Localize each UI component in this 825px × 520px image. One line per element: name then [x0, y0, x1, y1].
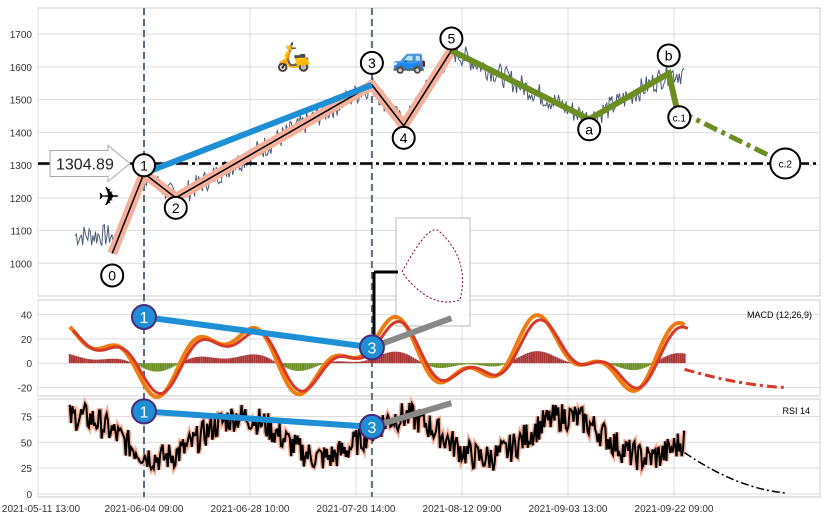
wave-label: 4: [400, 130, 408, 146]
indicator-marker-circle: [358, 334, 385, 361]
x-tick-label: 2021-09-03 13:00: [529, 504, 608, 515]
x-tick-label: 2021-06-04 09:00: [105, 504, 184, 515]
wave-label: 2: [172, 200, 180, 216]
y-tick-label: 1000: [10, 259, 33, 270]
car-icon: 🚙: [392, 43, 427, 75]
indicator-marker-circle: [358, 413, 385, 440]
wave-label-circle: [132, 153, 156, 178]
indicator-marker-label: 1: [140, 310, 149, 327]
wave-label-circle: [577, 117, 602, 142]
projection-wave-line: [678, 109, 787, 166]
rsi-projection: [684, 452, 786, 494]
y-tick-label: 0: [26, 490, 32, 501]
wave-label: 5: [448, 31, 456, 47]
indicator-divergence-line: [371, 400, 453, 430]
wave-label-circle: [769, 147, 802, 180]
y-tick-label: 1400: [10, 128, 33, 139]
wave-label: 3: [368, 55, 376, 71]
y-tick-label: 1200: [10, 194, 33, 205]
y-tick-label: -20: [18, 383, 33, 394]
wave-label: a: [585, 121, 593, 137]
indicator-divergence-line: [370, 315, 453, 351]
roller-coaster-track: [401, 229, 463, 303]
wave-label-circle: [439, 26, 464, 51]
indicator-marker-label: 1: [140, 404, 149, 421]
connector-line: [372, 270, 398, 345]
x-tick-label: 2021-08-12 09:00: [423, 504, 502, 515]
price-level-callout: [49, 144, 131, 183]
y-tick-label: 1600: [10, 63, 33, 74]
x-tick-label: 2021-06-28 10:00: [211, 504, 290, 515]
y-tick-label: 75: [21, 413, 33, 424]
y-tick-label: 50: [21, 438, 33, 449]
y-tick-label: 1700: [10, 30, 33, 41]
y-tick-label: 1500: [10, 96, 33, 107]
y-tick-label: 20: [21, 335, 33, 346]
corrective-wave-line: [450, 47, 683, 123]
wave-label: 1: [140, 157, 148, 173]
x-tick-label: 2021-05-11 13:00: [2, 504, 81, 515]
airplane-icon: ✈: [98, 181, 120, 211]
wave-label-circle: [163, 195, 188, 220]
indicator-trend-line: [143, 314, 373, 351]
rsi-title: RSI 14: [782, 406, 810, 416]
price-level-label: 1304.89: [56, 156, 114, 173]
y-tick-label: 25: [21, 464, 33, 475]
indicator-marker-label: 3: [367, 420, 376, 437]
wave-label-circle: [667, 105, 692, 130]
x-tick-label: 2021-07-20 14:00: [317, 504, 396, 515]
roller-coaster-icon: [395, 217, 471, 327]
wave-label-circle: [391, 125, 416, 150]
wave-label: b: [665, 47, 673, 63]
y-tick-label: 1100: [10, 227, 32, 238]
indicator-marker-circle: [131, 304, 157, 331]
indicator-marker-label: 3: [367, 340, 376, 357]
macd-title: MACD (12,26,9): [747, 310, 812, 320]
wave-label-circle: [359, 50, 384, 75]
indicator-marker-circle: [131, 398, 157, 425]
y-tick-label: 0: [26, 359, 32, 370]
x-tick-label: 2021-09-22 09:00: [635, 504, 714, 515]
y-tick-label: 40: [21, 311, 33, 322]
indicator-trend-line: [143, 408, 373, 430]
macd-projection: [684, 367, 786, 389]
wave-label-circle: [100, 263, 125, 288]
trend-line-1-3: [142, 82, 373, 177]
y-tick-label: 1300: [10, 161, 33, 172]
wave-label: 0: [108, 267, 116, 283]
wave-label: c.2: [779, 159, 793, 170]
wave-label: c.1: [673, 113, 687, 124]
impulse-wave-line: [111, 50, 453, 254]
wave-label-circle: [656, 43, 681, 68]
scooter-icon: 🛵: [276, 41, 311, 73]
